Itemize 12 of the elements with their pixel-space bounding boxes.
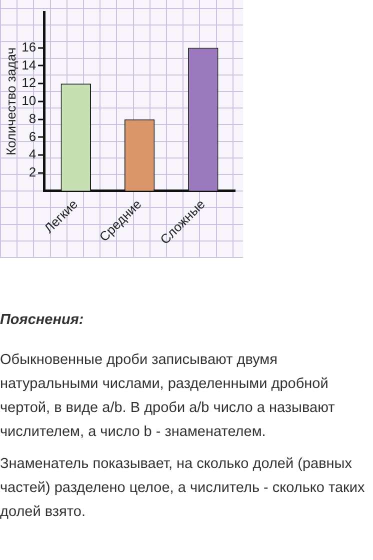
text: Пояснения: [0, 311, 85, 330]
y-tick-label: 16 [22, 39, 36, 54]
y-axis-title: Количество задач [3, 47, 18, 156]
text: Обыкновенные дроби записывают двумя натуральными числами, разделенными дробной чертой, в виде a/b. В дроби a/b число a называют числителем, а число b - знаменателем. [0, 351, 336, 442]
y-tick-label: 10 [22, 93, 36, 108]
y-tick-label: 2 [28, 164, 36, 180]
y-tick-label: 14 [22, 57, 36, 72]
y-tick-label: 8 [28, 110, 36, 126]
y-tick-label: 6 [28, 128, 36, 144]
y-tick-label: 4 [28, 146, 36, 162]
text: Знаменатель показывает, на сколько долей (равных частей) разделено целое, а числитель - сколько таких долей взято. [0, 455, 366, 522]
y-tick-label: 12 [22, 75, 36, 90]
